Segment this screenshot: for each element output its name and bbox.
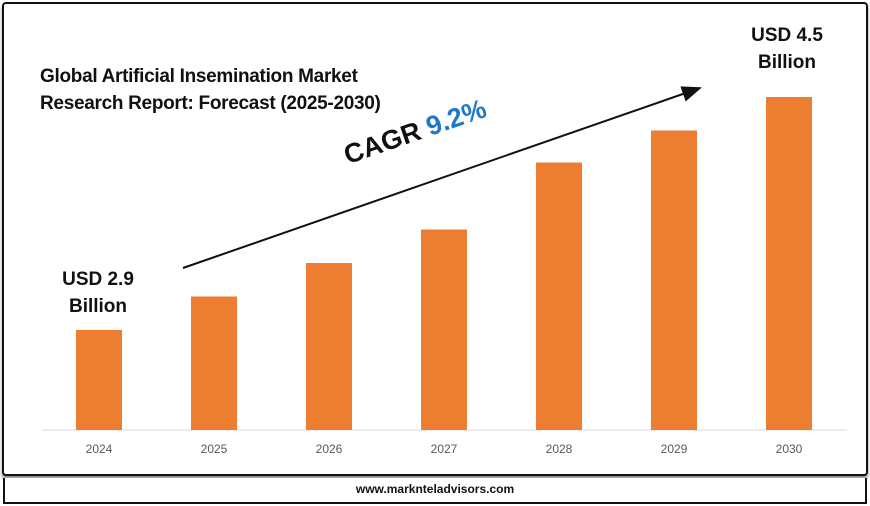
end-value-line-2: Billion	[757, 52, 817, 73]
chart-title: Global Artificial Insemination Market Re…	[40, 63, 381, 117]
start-value-line-1: USD 2.9	[62, 269, 134, 290]
bar-2024	[76, 330, 122, 430]
bar-2027	[421, 229, 467, 430]
x-tick-label-2025: 2025	[201, 442, 228, 456]
x-tick-label-2029: 2029	[661, 442, 688, 456]
growth-arrow	[182, 86, 702, 269]
title-line-1: Global Artificial Insemination Market	[40, 66, 358, 87]
start-value-label: USD 2.9 Billion	[56, 266, 140, 320]
website-link[interactable]: www.marknteladvisors.com	[355, 482, 515, 496]
bar-2030	[766, 97, 812, 430]
start-value-line-2: Billion	[68, 296, 128, 317]
x-tick-label-2024: 2024	[86, 442, 113, 456]
x-tick-label-2030: 2030	[776, 442, 803, 456]
bar-2029	[651, 130, 697, 430]
bar-2025	[191, 296, 237, 430]
x-tick-label-2028: 2028	[546, 442, 573, 456]
x-tick-label-2026: 2026	[316, 442, 343, 456]
x-tick-label-2027: 2027	[431, 442, 458, 456]
bar-chart: 2024 2025 2026 2027 2028 2029 2030	[42, 86, 847, 456]
end-value-label: USD 4.5 Billion	[745, 22, 829, 76]
bar-2026	[306, 263, 352, 430]
footer: www.marknteladvisors.com	[3, 478, 867, 504]
end-value-line-1: USD 4.5	[751, 25, 823, 46]
bar-2028	[536, 162, 582, 430]
title-line-2: Research Report: Forecast (2025-2030)	[40, 93, 381, 114]
